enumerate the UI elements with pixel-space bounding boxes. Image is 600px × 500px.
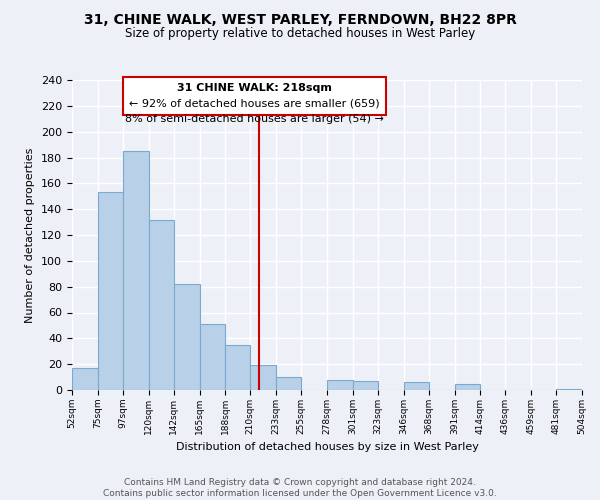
Bar (199, 324, 226, 390)
X-axis label: Distribution of detached houses by size in West Parley: Distribution of detached houses by size … (176, 442, 478, 452)
Text: Size of property relative to detached houses in West Parley: Size of property relative to detached ho… (125, 28, 475, 40)
Bar (556, 388, 582, 390)
Bar (250, 366, 276, 390)
Bar (173, 284, 199, 390)
Bar (123, 151, 149, 390)
Bar (72, 368, 98, 390)
Text: 8% of semi-detached houses are larger (54) →: 8% of semi-detached houses are larger (5… (125, 114, 383, 124)
FancyBboxPatch shape (123, 78, 386, 115)
Bar (327, 380, 353, 390)
Y-axis label: Number of detached properties: Number of detached properties (25, 148, 35, 322)
Text: 31, CHINE WALK, WEST PARLEY, FERNDOWN, BH22 8PR: 31, CHINE WALK, WEST PARLEY, FERNDOWN, B… (83, 12, 517, 26)
Bar (353, 381, 378, 390)
Bar (149, 220, 173, 390)
Bar (226, 345, 250, 390)
Bar (455, 384, 481, 390)
Text: 31 CHINE WALK: 218sqm: 31 CHINE WALK: 218sqm (177, 82, 332, 92)
Text: Contains HM Land Registry data © Crown copyright and database right 2024.
Contai: Contains HM Land Registry data © Crown c… (103, 478, 497, 498)
Bar (404, 382, 428, 390)
Bar (98, 192, 123, 390)
Bar (276, 377, 301, 390)
Text: ← 92% of detached houses are smaller (659): ← 92% of detached houses are smaller (65… (129, 98, 380, 108)
